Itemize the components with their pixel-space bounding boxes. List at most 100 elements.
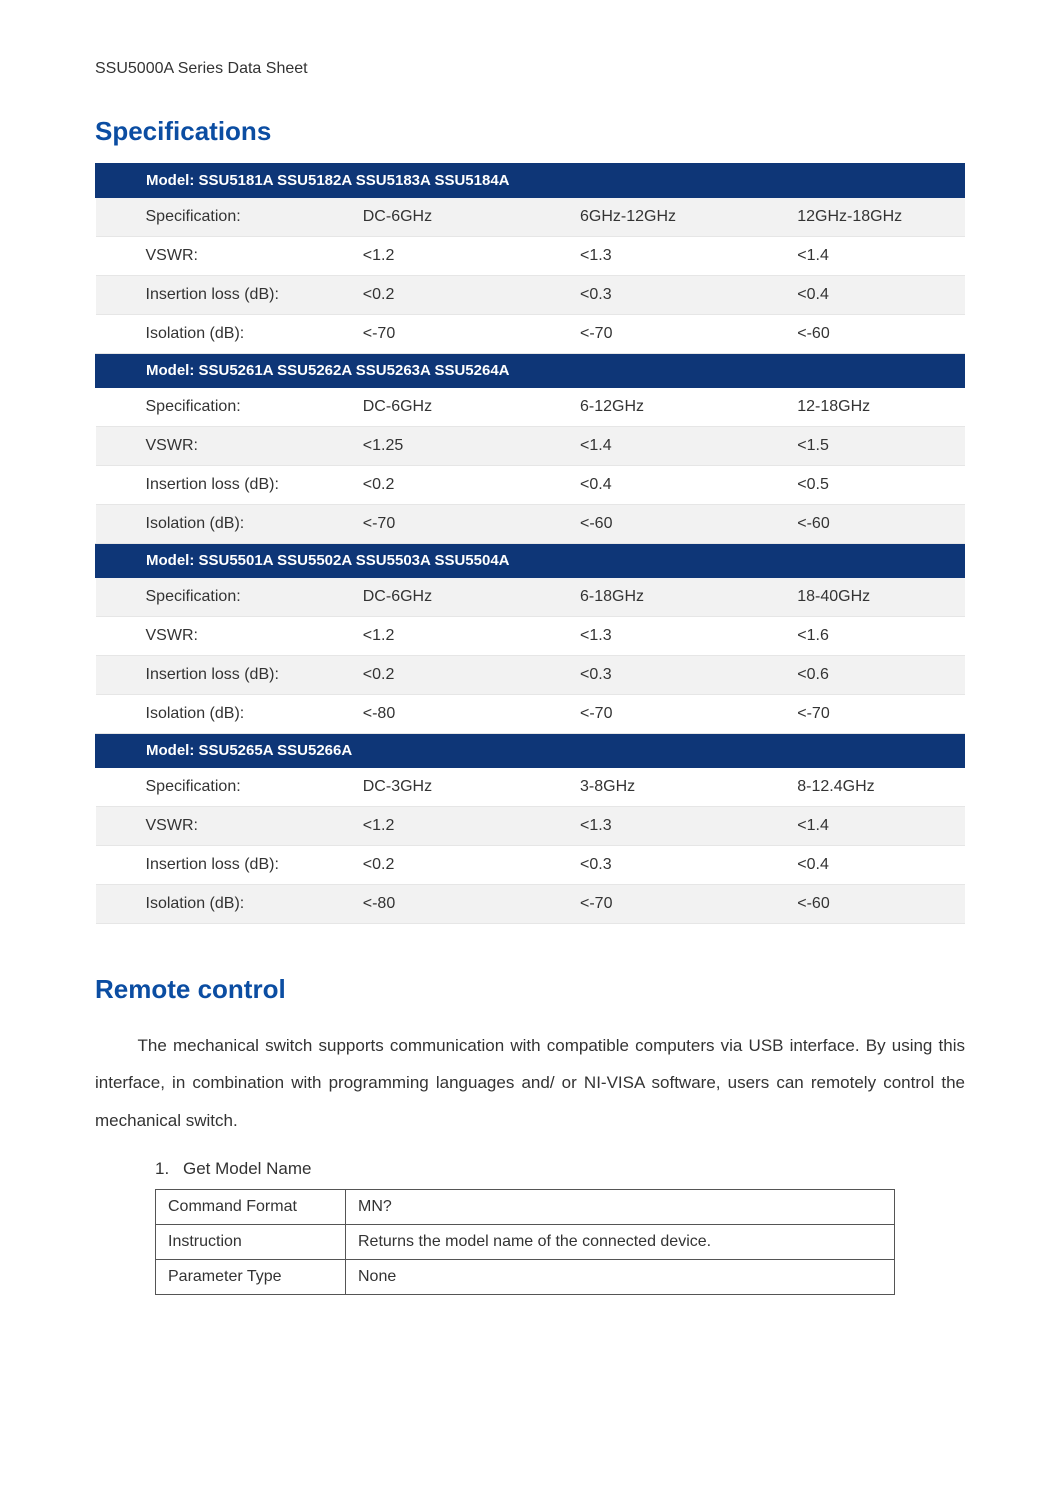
cell: <-60 xyxy=(747,315,964,354)
table-row: VSWR:<1.2<1.3<1.4 xyxy=(96,807,965,846)
cell: <-70 xyxy=(313,315,530,354)
cell: <1.2 xyxy=(313,807,530,846)
remote-control-section: Remote control The mechanical switch sup… xyxy=(95,974,965,1295)
cell: <1.3 xyxy=(530,617,747,656)
cell: <-80 xyxy=(313,885,530,924)
table-row: Specification:DC-6GHz6-18GHz18-40GHz xyxy=(96,578,965,617)
table-row: Specification:DC-6GHz6-12GHz12-18GHz xyxy=(96,388,965,427)
cell: <-60 xyxy=(747,885,964,924)
table-row: Isolation (dB):<-70<-70<-60 xyxy=(96,315,965,354)
table-row: Insertion loss (dB):<0.2<0.4<0.5 xyxy=(96,466,965,505)
model-header: Model: SSU5265A SSU5266A xyxy=(96,734,965,768)
command-table: Command FormatMN?InstructionReturns the … xyxy=(155,1189,895,1295)
cell: 12GHz-18GHz xyxy=(747,198,964,237)
remote-control-paragraph: The mechanical switch supports communica… xyxy=(95,1027,965,1139)
command-field-key: Command Format xyxy=(156,1190,346,1225)
table-row: Insertion loss (dB):<0.2<0.3<0.6 xyxy=(96,656,965,695)
row-label: Specification: xyxy=(96,768,313,807)
cell: 6-12GHz xyxy=(530,388,747,427)
cell: <0.3 xyxy=(530,276,747,315)
cell: <-60 xyxy=(747,505,964,544)
cell: DC-6GHz xyxy=(313,578,530,617)
cell: <1.4 xyxy=(747,237,964,276)
row-label: Isolation (dB): xyxy=(96,505,313,544)
model-header: Model: SSU5181A SSU5182A SSU5183A SSU518… xyxy=(96,164,965,198)
row-label: Insertion loss (dB): xyxy=(96,846,313,885)
command-title: 1.Get Model Name xyxy=(155,1159,965,1179)
cell: <0.3 xyxy=(530,846,747,885)
cell: DC-6GHz xyxy=(313,198,530,237)
row-label: Specification: xyxy=(96,578,313,617)
cell: <1.3 xyxy=(530,807,747,846)
table-row: Specification:DC-3GHz3-8GHz8-12.4GHz xyxy=(96,768,965,807)
cell: <0.2 xyxy=(313,466,530,505)
row-label: VSWR: xyxy=(96,807,313,846)
model-header: Model: SSU5501A SSU5502A SSU5503A SSU550… xyxy=(96,544,965,578)
cell: <1.5 xyxy=(747,427,964,466)
cell: <0.2 xyxy=(313,276,530,315)
cell: <-80 xyxy=(313,695,530,734)
cell: 18-40GHz xyxy=(747,578,964,617)
command-field-value: Returns the model name of the connected … xyxy=(346,1225,895,1260)
document-header: SSU5000A Series Data Sheet xyxy=(95,60,965,78)
table-row: Isolation (dB):<-80<-70<-60 xyxy=(96,885,965,924)
cell: <0.6 xyxy=(747,656,964,695)
cell: <-70 xyxy=(530,885,747,924)
table-row: Command FormatMN? xyxy=(156,1190,895,1225)
row-label: VSWR: xyxy=(96,427,313,466)
table-row: Isolation (dB):<-80<-70<-70 xyxy=(96,695,965,734)
table-row: InstructionReturns the model name of the… xyxy=(156,1225,895,1260)
cell: <0.4 xyxy=(530,466,747,505)
specifications-title: Specifications xyxy=(95,116,965,147)
cell: DC-6GHz xyxy=(313,388,530,427)
cell: 8-12.4GHz xyxy=(747,768,964,807)
cell: <0.4 xyxy=(747,276,964,315)
cell: <1.6 xyxy=(747,617,964,656)
cell: <0.2 xyxy=(313,656,530,695)
table-row: Specification:DC-6GHz6GHz-12GHz12GHz-18G… xyxy=(96,198,965,237)
table-row: Isolation (dB):<-70<-60<-60 xyxy=(96,505,965,544)
row-label: Insertion loss (dB): xyxy=(96,276,313,315)
cell: <-70 xyxy=(313,505,530,544)
table-row: VSWR:<1.25<1.4<1.5 xyxy=(96,427,965,466)
command-field-key: Parameter Type xyxy=(156,1260,346,1295)
command-field-key: Instruction xyxy=(156,1225,346,1260)
cell: <1.3 xyxy=(530,237,747,276)
specifications-table: Model: SSU5181A SSU5182A SSU5183A SSU518… xyxy=(95,163,965,924)
cell: <1.2 xyxy=(313,237,530,276)
cell: <0.3 xyxy=(530,656,747,695)
row-label: Isolation (dB): xyxy=(96,885,313,924)
row-label: Isolation (dB): xyxy=(96,315,313,354)
row-label: Specification: xyxy=(96,388,313,427)
remote-control-title: Remote control xyxy=(95,974,965,1005)
table-row: Parameter TypeNone xyxy=(156,1260,895,1295)
row-label: VSWR: xyxy=(96,237,313,276)
cell: 6-18GHz xyxy=(530,578,747,617)
row-label: Specification: xyxy=(96,198,313,237)
specifications-section: Specifications Model: SSU5181A SSU5182A … xyxy=(95,116,965,924)
row-label: Insertion loss (dB): xyxy=(96,466,313,505)
cell: <-70 xyxy=(530,315,747,354)
cell: 12-18GHz xyxy=(747,388,964,427)
table-row: Insertion loss (dB):<0.2<0.3<0.4 xyxy=(96,846,965,885)
cell: <1.4 xyxy=(747,807,964,846)
cell: 6GHz-12GHz xyxy=(530,198,747,237)
row-label: Insertion loss (dB): xyxy=(96,656,313,695)
cell: 3-8GHz xyxy=(530,768,747,807)
cell: <0.2 xyxy=(313,846,530,885)
cell: <-60 xyxy=(530,505,747,544)
cell: <0.5 xyxy=(747,466,964,505)
command-field-value: None xyxy=(346,1260,895,1295)
row-label: VSWR: xyxy=(96,617,313,656)
command-list: 1.Get Model Name Command FormatMN?Instruc… xyxy=(155,1159,965,1295)
cell: DC-3GHz xyxy=(313,768,530,807)
table-row: VSWR:<1.2<1.3<1.4 xyxy=(96,237,965,276)
table-row: VSWR:<1.2<1.3<1.6 xyxy=(96,617,965,656)
model-header: Model: SSU5261A SSU5262A SSU5263A SSU526… xyxy=(96,354,965,388)
command-field-value: MN? xyxy=(346,1190,895,1225)
row-label: Isolation (dB): xyxy=(96,695,313,734)
command-name: Get Model Name xyxy=(183,1159,312,1178)
cell: <1.2 xyxy=(313,617,530,656)
cell: <1.4 xyxy=(530,427,747,466)
command-number: 1. xyxy=(155,1159,183,1179)
